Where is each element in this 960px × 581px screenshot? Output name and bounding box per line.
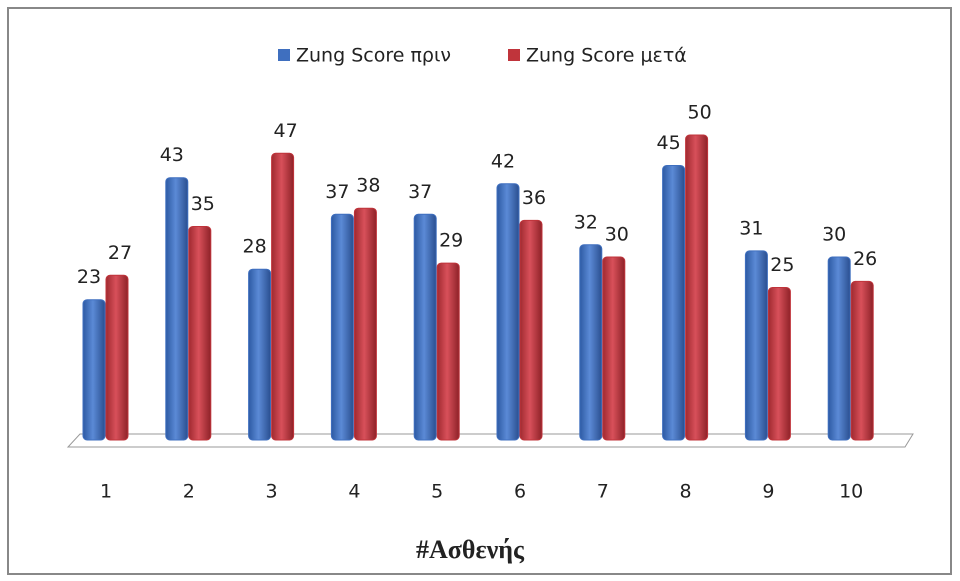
bar [353,207,377,441]
x-tick-label: 3 [266,481,278,503]
x-tick-label: 2 [183,481,195,503]
value-label: 42 [491,150,515,172]
legend-label: Zung Score πριν [296,45,451,67]
legend-swatch [278,49,290,61]
value-label: 37 [408,181,432,203]
bar [330,213,354,441]
bar [744,250,768,441]
value-label: 47 [274,120,298,142]
value-label: 38 [356,175,380,197]
bar [413,213,437,441]
value-label: 32 [574,211,598,233]
bar [248,268,272,441]
value-label: 28 [243,236,267,258]
value-label: 30 [822,224,846,246]
x-tick-label: 8 [680,481,692,503]
value-label: 27 [108,242,132,264]
bar [165,177,189,441]
bar [105,274,129,441]
bar [827,256,851,441]
x-tick-label: 6 [514,481,526,503]
x-tick-label: 9 [762,481,774,503]
x-axis-label: #Ασθενής [416,535,525,564]
value-label: 23 [77,266,101,288]
value-label: 25 [770,254,794,276]
bar [685,134,709,441]
value-label: 36 [522,187,546,209]
bar [82,299,106,441]
value-label: 26 [853,248,877,270]
value-label: 35 [191,193,215,215]
bar [602,256,626,441]
legend-label: Zung Score μετά [526,45,687,67]
x-tick-label: 7 [597,481,609,503]
x-tick-label: 5 [431,481,443,503]
bar [188,226,212,441]
value-label: 31 [739,217,763,239]
bar [519,219,543,441]
bar [662,165,686,441]
value-label: 29 [439,230,463,252]
bar [850,280,874,441]
bar [496,183,520,441]
x-tick-label: 10 [839,481,863,503]
x-tick-label: 1 [100,481,112,503]
bar [579,244,603,441]
bar [271,152,295,441]
bar [436,262,460,441]
x-tick-label: 4 [348,481,360,503]
chart-frame [7,7,952,575]
bar [767,287,791,441]
value-label: 43 [160,144,184,166]
value-label: 37 [325,181,349,203]
value-label: 30 [605,224,629,246]
value-label: 45 [657,132,681,154]
value-label: 50 [688,102,712,124]
legend-swatch [508,49,520,61]
